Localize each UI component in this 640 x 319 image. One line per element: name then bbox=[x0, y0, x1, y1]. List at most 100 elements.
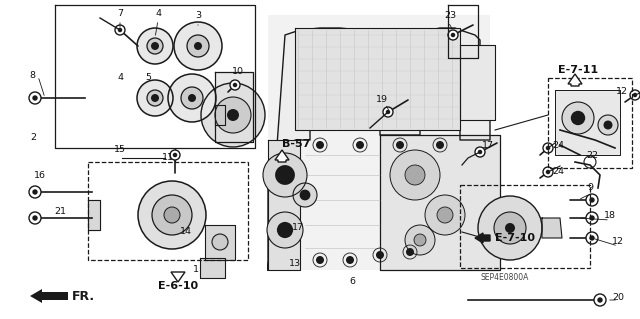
Circle shape bbox=[263, 153, 307, 197]
Circle shape bbox=[174, 22, 222, 70]
Circle shape bbox=[505, 223, 515, 233]
Circle shape bbox=[448, 30, 458, 40]
Circle shape bbox=[118, 28, 122, 32]
FancyArrow shape bbox=[568, 74, 582, 86]
Circle shape bbox=[437, 207, 453, 223]
Bar bbox=[460, 185, 590, 268]
Circle shape bbox=[151, 94, 159, 102]
Circle shape bbox=[586, 212, 598, 224]
Text: 14: 14 bbox=[180, 227, 192, 236]
Circle shape bbox=[383, 107, 393, 117]
Polygon shape bbox=[380, 135, 500, 270]
Text: 17: 17 bbox=[482, 140, 494, 150]
Text: 6: 6 bbox=[349, 278, 355, 286]
FancyArrow shape bbox=[275, 150, 289, 162]
Circle shape bbox=[451, 33, 455, 37]
Bar bbox=[548, 78, 632, 168]
Text: 12: 12 bbox=[612, 238, 624, 247]
FancyArrow shape bbox=[475, 233, 490, 243]
Circle shape bbox=[376, 251, 384, 259]
Text: E-7-11: E-7-11 bbox=[558, 65, 598, 75]
Circle shape bbox=[151, 42, 159, 50]
Circle shape bbox=[425, 195, 465, 235]
Circle shape bbox=[316, 141, 324, 149]
Circle shape bbox=[194, 42, 202, 50]
Circle shape bbox=[173, 153, 177, 157]
Circle shape bbox=[187, 35, 209, 57]
Text: E-7-10: E-7-10 bbox=[495, 233, 535, 243]
Text: E-6-10: E-6-10 bbox=[158, 281, 198, 291]
Polygon shape bbox=[215, 72, 253, 142]
Circle shape bbox=[212, 234, 228, 250]
Polygon shape bbox=[555, 90, 620, 155]
Circle shape bbox=[293, 183, 317, 207]
Circle shape bbox=[598, 115, 618, 135]
Text: 1: 1 bbox=[193, 265, 199, 275]
Circle shape bbox=[475, 147, 485, 157]
Text: 3: 3 bbox=[195, 11, 201, 20]
Circle shape bbox=[589, 235, 595, 241]
Polygon shape bbox=[542, 218, 562, 238]
Text: FR.: FR. bbox=[72, 290, 95, 302]
Circle shape bbox=[137, 28, 173, 64]
Text: 5: 5 bbox=[145, 73, 151, 83]
Bar bbox=[88, 162, 248, 260]
Circle shape bbox=[32, 215, 38, 221]
Circle shape bbox=[405, 165, 425, 185]
Polygon shape bbox=[88, 200, 100, 230]
Text: 17: 17 bbox=[292, 224, 304, 233]
Polygon shape bbox=[268, 28, 490, 270]
Circle shape bbox=[115, 25, 125, 35]
Text: 7: 7 bbox=[117, 10, 123, 19]
Circle shape bbox=[188, 94, 196, 102]
Circle shape bbox=[405, 225, 435, 255]
Polygon shape bbox=[268, 15, 490, 270]
Circle shape bbox=[170, 150, 180, 160]
Circle shape bbox=[589, 215, 595, 221]
Circle shape bbox=[32, 189, 38, 195]
Text: 12: 12 bbox=[616, 87, 628, 97]
Circle shape bbox=[630, 90, 640, 100]
Text: 2: 2 bbox=[30, 133, 36, 143]
Circle shape bbox=[29, 186, 41, 198]
Text: 13: 13 bbox=[289, 258, 301, 268]
Text: 24: 24 bbox=[552, 140, 564, 150]
Text: 16: 16 bbox=[34, 170, 46, 180]
Circle shape bbox=[277, 222, 293, 238]
Circle shape bbox=[414, 234, 426, 246]
Circle shape bbox=[300, 189, 310, 200]
Circle shape bbox=[137, 80, 173, 116]
Text: 4: 4 bbox=[155, 10, 161, 19]
Polygon shape bbox=[205, 225, 235, 260]
Text: 18: 18 bbox=[604, 211, 616, 219]
Circle shape bbox=[571, 111, 585, 125]
Circle shape bbox=[147, 38, 163, 54]
Circle shape bbox=[267, 212, 303, 248]
Circle shape bbox=[633, 93, 637, 97]
Circle shape bbox=[386, 110, 390, 114]
Text: 22: 22 bbox=[586, 151, 598, 160]
Text: 9: 9 bbox=[587, 183, 593, 192]
Circle shape bbox=[152, 195, 192, 235]
Polygon shape bbox=[268, 140, 300, 270]
Text: 19: 19 bbox=[376, 95, 388, 105]
Circle shape bbox=[181, 87, 203, 109]
Circle shape bbox=[390, 150, 440, 200]
Circle shape bbox=[586, 232, 598, 244]
Circle shape bbox=[32, 95, 38, 101]
Circle shape bbox=[316, 256, 324, 264]
Text: 10: 10 bbox=[232, 68, 244, 77]
Circle shape bbox=[406, 248, 414, 256]
Circle shape bbox=[168, 74, 216, 122]
Circle shape bbox=[494, 212, 526, 244]
Text: 4: 4 bbox=[117, 73, 123, 83]
Circle shape bbox=[604, 121, 612, 130]
Circle shape bbox=[230, 80, 240, 90]
Text: 24: 24 bbox=[552, 167, 564, 176]
FancyArrow shape bbox=[171, 272, 185, 282]
Circle shape bbox=[562, 102, 594, 134]
Circle shape bbox=[164, 207, 180, 223]
Text: 11: 11 bbox=[162, 153, 174, 162]
Polygon shape bbox=[215, 105, 225, 125]
Circle shape bbox=[227, 109, 239, 121]
